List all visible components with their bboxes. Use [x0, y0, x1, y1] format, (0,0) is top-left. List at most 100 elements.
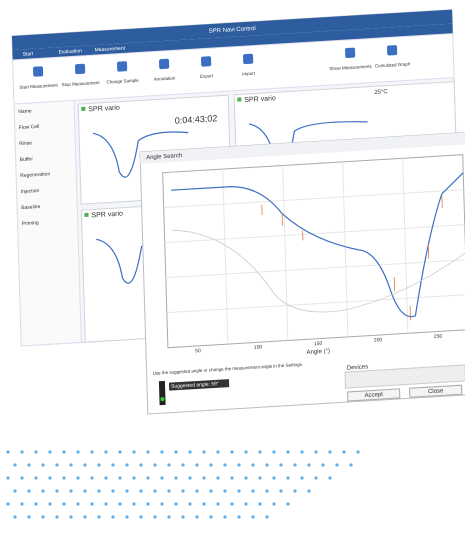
button-label[interactable]: Close — [428, 388, 444, 395]
dot — [34, 476, 38, 480]
dot — [27, 515, 31, 519]
ribbon — [12, 33, 455, 105]
button[interactable] — [409, 384, 463, 398]
dot — [223, 489, 227, 493]
dot — [265, 515, 269, 519]
tab[interactable]: Start — [22, 51, 33, 58]
ribbon-button[interactable]: Change Sample — [106, 78, 139, 85]
dot — [174, 476, 178, 480]
tab[interactable]: Evaluation — [58, 48, 82, 55]
dot — [181, 489, 185, 493]
plot-curve — [171, 172, 464, 318]
dot — [97, 489, 101, 493]
window-title: SPR Navi Control — [209, 26, 256, 35]
dot — [209, 463, 213, 467]
dot — [230, 450, 234, 454]
ribbon-icon[interactable] — [159, 58, 170, 70]
dot — [41, 515, 45, 519]
ribbon-icon[interactable] — [345, 47, 356, 58]
sidebar-item: Name — [18, 108, 32, 115]
dot — [48, 476, 52, 480]
dot — [160, 450, 164, 454]
dot — [69, 515, 73, 519]
ribbon-button[interactable]: Annotation — [154, 75, 176, 81]
dot — [286, 450, 290, 454]
dot — [293, 489, 297, 493]
dot — [286, 476, 290, 480]
dot — [335, 463, 339, 467]
sidebar-item: Injection — [21, 188, 40, 195]
dot — [153, 515, 157, 519]
x-axis-label: Angle (°) — [307, 349, 331, 356]
dot — [188, 450, 192, 454]
timer: 0:04:43:02 — [175, 113, 218, 126]
device-list — [344, 364, 465, 389]
dot — [111, 489, 115, 493]
status-light-green — [160, 397, 165, 402]
dot — [265, 463, 269, 467]
sidebar-item: Flow Cell — [19, 124, 40, 131]
dot — [209, 515, 213, 519]
dot — [160, 502, 164, 506]
ribbon-icon[interactable] — [387, 45, 398, 56]
tab-bar — [12, 23, 453, 60]
dot — [195, 463, 199, 467]
dot — [153, 489, 157, 493]
x-tick-label: 150 — [314, 341, 323, 348]
dot — [13, 515, 17, 519]
button[interactable] — [347, 388, 401, 402]
sidebar-item: Regeneration — [20, 171, 50, 179]
sidebar — [13, 99, 82, 347]
dot — [55, 463, 59, 467]
dot — [300, 450, 304, 454]
panel-marker — [237, 97, 242, 102]
ribbon-button[interactable]: Cumulated Graph — [375, 61, 411, 68]
sidebar-item: Buffer — [20, 156, 34, 163]
dot — [321, 463, 325, 467]
ribbon-button[interactable]: Start Measurement — [19, 82, 58, 89]
ribbon-button[interactable]: Import — [242, 71, 256, 77]
ribbon-icon[interactable] — [33, 66, 44, 77]
dot — [6, 476, 10, 480]
dot — [97, 463, 101, 467]
ribbon-button[interactable]: Export — [200, 73, 214, 79]
ribbon-button[interactable]: Show Measurements — [329, 64, 372, 72]
dot — [83, 489, 87, 493]
dot — [62, 476, 66, 480]
dot — [272, 502, 276, 506]
dot — [27, 489, 31, 493]
dot — [328, 450, 332, 454]
dot — [223, 463, 227, 467]
dot — [272, 450, 276, 454]
dot — [167, 489, 171, 493]
ribbon-icon[interactable] — [75, 63, 86, 75]
tab[interactable]: Measurement — [94, 46, 125, 54]
button-label[interactable]: Accept — [364, 392, 383, 399]
dot — [76, 450, 80, 454]
dot — [279, 489, 283, 493]
dot — [230, 476, 234, 480]
ribbon-icon[interactable] — [243, 53, 254, 65]
plot-area — [162, 154, 465, 349]
panel-marker — [81, 106, 86, 111]
dot — [230, 502, 234, 506]
ribbon-icon[interactable] — [201, 56, 212, 67]
list-title: Devices — [347, 364, 368, 371]
dot — [118, 450, 122, 454]
panel-marker — [84, 212, 89, 217]
ribbon-button[interactable]: Stop Measurement — [61, 80, 100, 87]
dot — [41, 489, 45, 493]
dot — [237, 489, 241, 493]
dot — [167, 515, 171, 519]
x-tick-label: 200 — [374, 337, 383, 344]
dot — [90, 502, 94, 506]
dot — [125, 515, 129, 519]
dot — [300, 476, 304, 480]
dot — [265, 489, 269, 493]
dot — [48, 502, 52, 506]
ribbon-icon[interactable] — [117, 61, 128, 72]
dot — [76, 502, 80, 506]
dot — [132, 450, 136, 454]
dot — [146, 476, 150, 480]
dot — [34, 450, 38, 454]
